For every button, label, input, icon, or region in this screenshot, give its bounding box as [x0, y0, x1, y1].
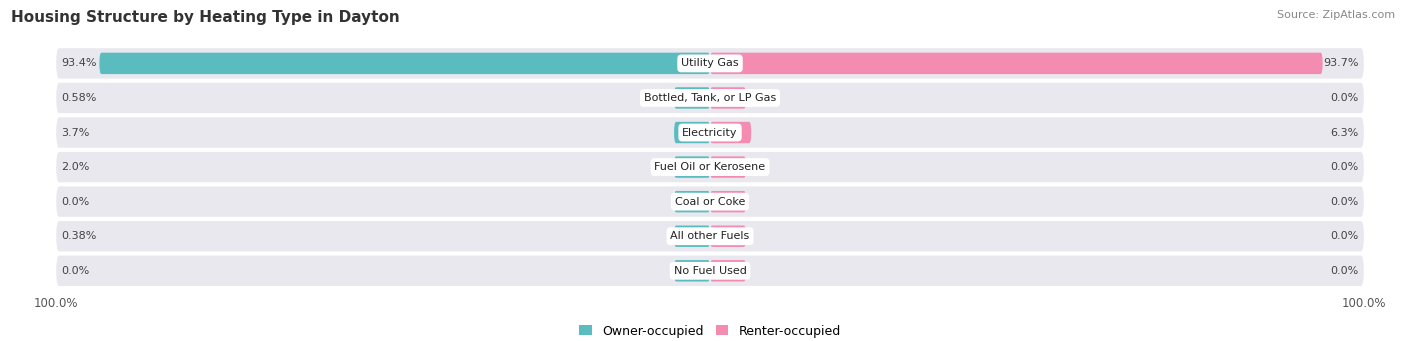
Text: 93.4%: 93.4% — [62, 58, 97, 69]
FancyBboxPatch shape — [710, 122, 751, 143]
FancyBboxPatch shape — [710, 157, 747, 178]
Text: Coal or Coke: Coal or Coke — [675, 197, 745, 207]
Text: 0.58%: 0.58% — [62, 93, 97, 103]
FancyBboxPatch shape — [710, 191, 747, 212]
Text: 6.3%: 6.3% — [1330, 128, 1358, 137]
Text: Bottled, Tank, or LP Gas: Bottled, Tank, or LP Gas — [644, 93, 776, 103]
Text: 3.7%: 3.7% — [62, 128, 90, 137]
Text: 0.0%: 0.0% — [62, 197, 90, 207]
FancyBboxPatch shape — [56, 256, 1364, 286]
FancyBboxPatch shape — [56, 152, 1364, 182]
Text: 0.0%: 0.0% — [62, 266, 90, 276]
FancyBboxPatch shape — [710, 87, 747, 109]
Text: 93.7%: 93.7% — [1323, 58, 1358, 69]
Text: 0.0%: 0.0% — [1330, 266, 1358, 276]
FancyBboxPatch shape — [56, 83, 1364, 113]
Text: Utility Gas: Utility Gas — [682, 58, 738, 69]
Text: 0.0%: 0.0% — [1330, 231, 1358, 241]
FancyBboxPatch shape — [710, 260, 747, 282]
FancyBboxPatch shape — [56, 117, 1364, 148]
FancyBboxPatch shape — [673, 157, 710, 178]
FancyBboxPatch shape — [56, 48, 1364, 78]
Text: Fuel Oil or Kerosene: Fuel Oil or Kerosene — [654, 162, 766, 172]
FancyBboxPatch shape — [710, 225, 747, 247]
Text: Electricity: Electricity — [682, 128, 738, 137]
FancyBboxPatch shape — [673, 260, 710, 282]
Text: Source: ZipAtlas.com: Source: ZipAtlas.com — [1277, 10, 1395, 20]
Text: All other Fuels: All other Fuels — [671, 231, 749, 241]
FancyBboxPatch shape — [673, 225, 710, 247]
Text: 2.0%: 2.0% — [62, 162, 90, 172]
Text: 0.38%: 0.38% — [62, 231, 97, 241]
FancyBboxPatch shape — [710, 53, 1323, 74]
Legend: Owner-occupied, Renter-occupied: Owner-occupied, Renter-occupied — [575, 320, 845, 341]
Text: No Fuel Used: No Fuel Used — [673, 266, 747, 276]
FancyBboxPatch shape — [56, 187, 1364, 217]
Text: 0.0%: 0.0% — [1330, 162, 1358, 172]
FancyBboxPatch shape — [673, 122, 710, 143]
Text: 0.0%: 0.0% — [1330, 197, 1358, 207]
Text: Housing Structure by Heating Type in Dayton: Housing Structure by Heating Type in Day… — [11, 10, 399, 25]
FancyBboxPatch shape — [100, 53, 710, 74]
FancyBboxPatch shape — [673, 191, 710, 212]
FancyBboxPatch shape — [56, 221, 1364, 251]
FancyBboxPatch shape — [673, 87, 710, 109]
Text: 0.0%: 0.0% — [1330, 93, 1358, 103]
